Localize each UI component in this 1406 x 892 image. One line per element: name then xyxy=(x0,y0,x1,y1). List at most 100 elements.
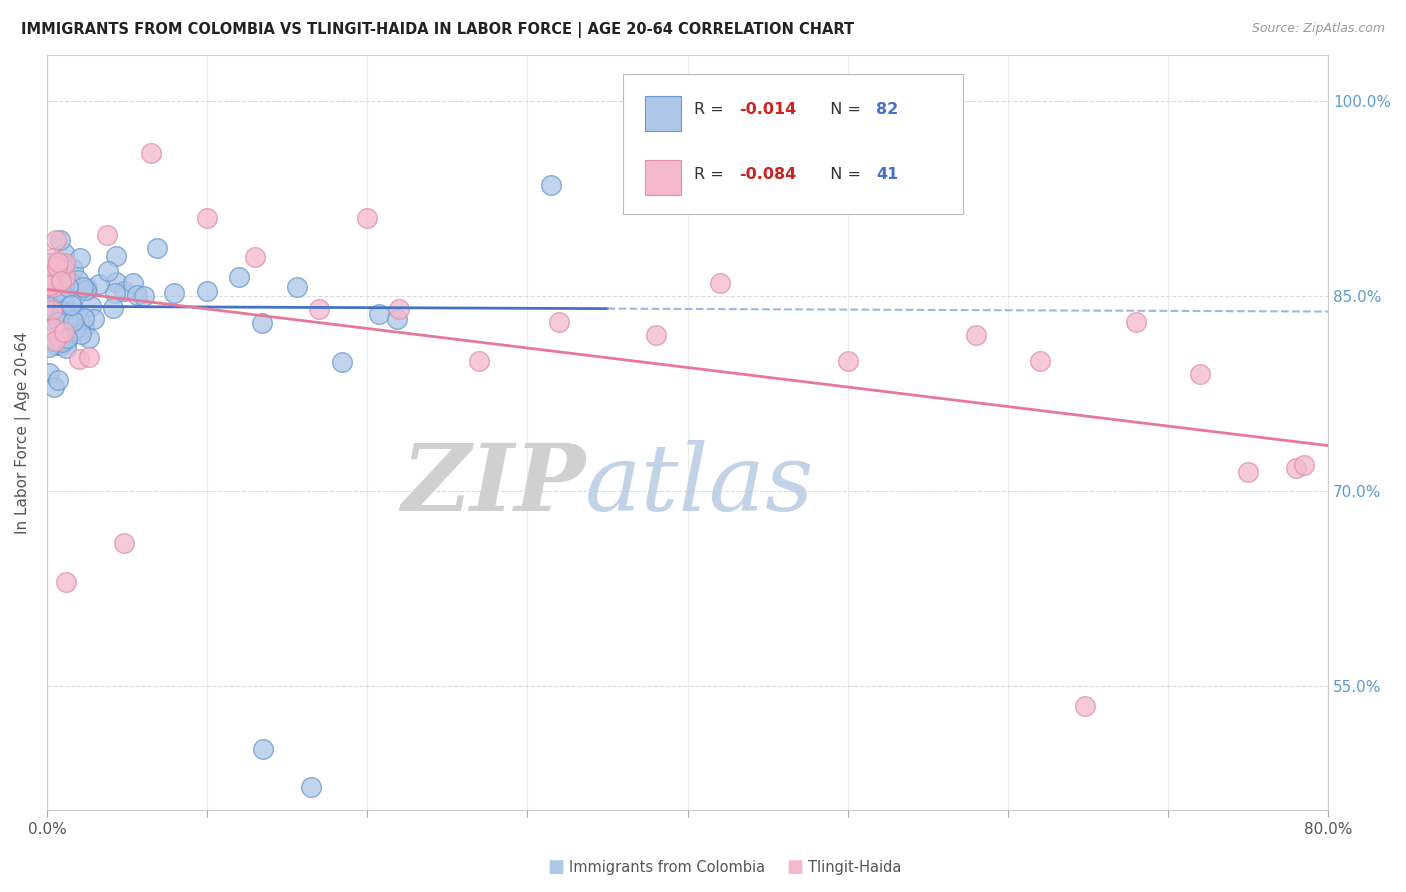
Text: 41: 41 xyxy=(876,167,898,182)
Point xyxy=(55,575,77,590)
Text: ZIP: ZIP xyxy=(401,441,585,531)
Point xyxy=(228,270,250,285)
Text: ■: ■ xyxy=(786,858,803,876)
Point xyxy=(122,276,145,290)
Point xyxy=(83,312,105,326)
Point xyxy=(38,270,60,285)
Point xyxy=(69,252,91,266)
Point xyxy=(38,340,60,354)
Point xyxy=(105,275,128,289)
Point xyxy=(59,298,82,312)
Y-axis label: In Labor Force | Age 20-64: In Labor Force | Age 20-64 xyxy=(15,332,31,533)
Point xyxy=(44,308,66,322)
Point xyxy=(53,270,76,285)
Point xyxy=(42,380,65,394)
Text: R =: R = xyxy=(695,167,728,182)
Bar xyxy=(645,96,681,130)
Point xyxy=(51,334,73,349)
Point xyxy=(45,337,67,351)
Point xyxy=(368,307,391,321)
Point xyxy=(45,318,67,332)
Point xyxy=(38,287,60,301)
Point xyxy=(195,284,218,298)
Point xyxy=(146,241,169,255)
Point xyxy=(53,307,76,321)
Point xyxy=(139,145,162,160)
Point xyxy=(79,299,101,313)
Point xyxy=(112,284,135,298)
Point xyxy=(96,227,118,242)
Point xyxy=(49,334,72,348)
Point xyxy=(1125,315,1147,329)
Point xyxy=(53,245,76,260)
Point xyxy=(55,312,77,326)
Point xyxy=(46,260,69,274)
Point xyxy=(46,373,69,387)
Point xyxy=(52,294,75,309)
Text: 82: 82 xyxy=(876,102,898,117)
Point xyxy=(1285,460,1308,475)
Text: Tlingit-Haida: Tlingit-Haida xyxy=(808,860,901,874)
Point xyxy=(308,301,330,316)
Point xyxy=(38,268,60,282)
Text: IMMIGRANTS FROM COLOMBIA VS TLINGIT-HAIDA IN LABOR FORCE | AGE 20-64 CORRELATION: IMMIGRANTS FROM COLOMBIA VS TLINGIT-HAID… xyxy=(21,22,855,38)
Point xyxy=(77,350,100,364)
Point xyxy=(52,325,75,339)
Point xyxy=(52,312,75,326)
Text: N =: N = xyxy=(820,167,866,182)
Point xyxy=(41,280,63,294)
Point xyxy=(38,278,60,293)
Point xyxy=(44,334,66,349)
Point xyxy=(42,321,65,335)
Text: N =: N = xyxy=(820,102,866,117)
Point xyxy=(49,338,72,352)
Point xyxy=(468,354,491,368)
Point xyxy=(243,250,266,264)
Point xyxy=(195,211,218,225)
Point xyxy=(45,233,67,247)
Point xyxy=(73,320,96,334)
Point xyxy=(53,289,76,303)
Point xyxy=(66,273,89,287)
Point xyxy=(56,332,79,346)
Point xyxy=(97,264,120,278)
Point xyxy=(41,252,63,266)
Point xyxy=(56,333,79,347)
Point xyxy=(1294,458,1316,472)
Point xyxy=(58,319,80,334)
Point xyxy=(67,313,90,327)
Point xyxy=(65,320,87,334)
Point xyxy=(76,280,98,294)
Point xyxy=(540,178,562,193)
Point xyxy=(299,780,322,794)
Point xyxy=(388,301,411,316)
Point xyxy=(112,536,135,550)
Point xyxy=(644,328,666,343)
Point xyxy=(38,255,60,269)
Point xyxy=(837,354,859,368)
Point xyxy=(330,355,353,369)
Point xyxy=(49,269,72,284)
Point xyxy=(709,276,731,290)
Point xyxy=(53,258,76,272)
Point xyxy=(125,288,148,302)
Point xyxy=(1237,465,1260,479)
Point xyxy=(1189,367,1212,381)
Point xyxy=(46,255,69,269)
Point xyxy=(48,283,70,297)
Point xyxy=(38,297,60,311)
Point xyxy=(75,283,97,297)
Point xyxy=(104,286,127,301)
Point xyxy=(38,366,60,380)
Point xyxy=(62,314,84,328)
Point xyxy=(252,742,274,756)
Point xyxy=(1029,354,1052,368)
Point xyxy=(103,301,125,316)
Point xyxy=(49,233,72,247)
Point xyxy=(39,299,62,313)
Point xyxy=(41,302,63,317)
Point xyxy=(58,303,80,318)
Point xyxy=(72,310,94,325)
Point xyxy=(69,323,91,337)
Point xyxy=(89,277,111,291)
